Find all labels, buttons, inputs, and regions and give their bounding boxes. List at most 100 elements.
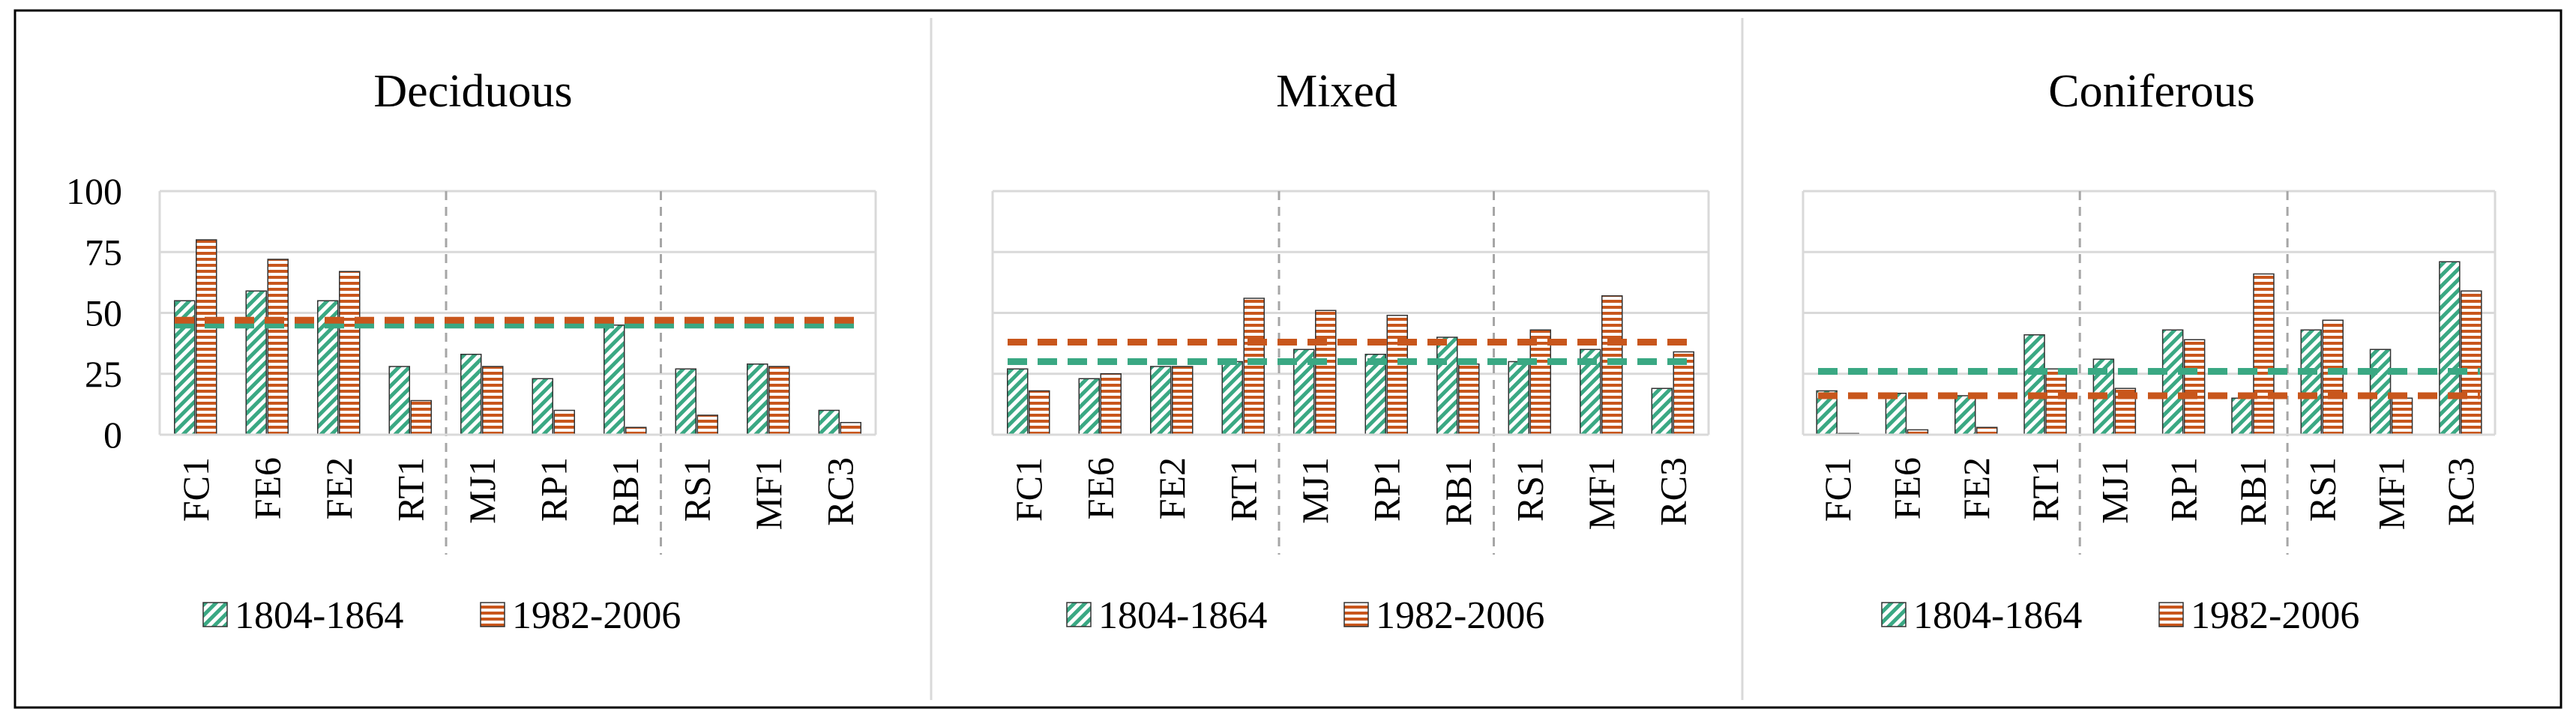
- panels: Deciduous 0 25 50 75 100 FC1 FE6 FE2 RT1 MJ1 RP1 RB1…: [66, 18, 2497, 700]
- bar-series1-mf1: [2369, 349, 2392, 435]
- chart-panel-coniferous: Coniferous FC1 FE6 FE2 RT1 MJ1 RP1 RB1 RS1 MF1 RC3…: [1802, 66, 2497, 637]
- legend-label: 1804-1864: [235, 594, 403, 637]
- bar-series2-rp1: [1386, 315, 1408, 435]
- bar-series2-rt1: [2045, 368, 2067, 435]
- bar-series2-mj1: [1315, 310, 1337, 435]
- bar-series2-mf1: [2391, 397, 2413, 435]
- bar-series1-mf1: [747, 363, 768, 435]
- legend-swatch-series2: [480, 602, 505, 627]
- y-tick-label: 100: [66, 170, 122, 212]
- x-tick-label: RT1: [2024, 457, 2066, 522]
- x-tick-label: RC3: [1652, 457, 1694, 526]
- chart-title: Mixed: [1276, 66, 1397, 117]
- bar-series1-fe6: [1885, 393, 1907, 435]
- x-tick-label: MF1: [2371, 457, 2413, 530]
- bar-series2-mj1: [482, 366, 504, 435]
- legend-swatch-series1: [202, 602, 228, 627]
- bar-series2-rp1: [2183, 339, 2206, 435]
- x-tick-label: MF1: [747, 457, 789, 530]
- bar-series1-rs1: [675, 368, 696, 435]
- bar-series1-fc1: [1007, 368, 1029, 435]
- x-tick-label: RS1: [1508, 457, 1550, 522]
- bar-series1-rc3: [1651, 387, 1673, 435]
- bar-series2-fe2: [1172, 366, 1194, 435]
- bar-series2-rs1: [2322, 319, 2344, 435]
- x-tick-label: RP1: [1365, 457, 1407, 522]
- chart-panel-deciduous: Deciduous 0 25 50 75 100 FC1 FE6 FE2 RT1 MJ1 RP1 RB1…: [66, 66, 877, 637]
- x-tick-label: FE6: [1079, 457, 1121, 519]
- x-tick-label: RT1: [1222, 457, 1264, 522]
- y-tick-label: 0: [103, 414, 122, 456]
- bar-series2-rs1: [696, 414, 718, 435]
- bar-series2-rt1: [410, 399, 432, 435]
- x-tick-label: RB1: [604, 457, 646, 526]
- x-tick-label: FE2: [1151, 457, 1193, 519]
- bar-series2-rb1: [1458, 363, 1480, 435]
- x-tick-label: RC3: [819, 457, 861, 526]
- legend-swatch-series1: [1066, 602, 1092, 627]
- y-tick-label: 25: [85, 353, 122, 395]
- bar-series1-rs1: [2300, 329, 2322, 435]
- x-tick-label: RB1: [2232, 457, 2274, 526]
- legend: 1804-1864 1982-2006: [1066, 594, 1544, 637]
- x-tick-label: FE6: [246, 457, 288, 519]
- bar-series1-rb1: [1436, 337, 1458, 435]
- x-tick-label: RP1: [532, 457, 574, 522]
- bar-series2-mf1: [1601, 295, 1623, 435]
- x-tick-label: RB1: [1437, 457, 1479, 526]
- x-tick-label: MJ1: [461, 457, 503, 524]
- x-tick-label: FC1: [175, 457, 217, 522]
- bar-series1-fe6: [1078, 378, 1100, 435]
- bar-series1-rc3: [2439, 261, 2461, 435]
- legend-label: 1982-2006: [512, 594, 681, 637]
- x-tick-label: FE6: [1886, 457, 1928, 519]
- bar-series1-fe6: [245, 290, 267, 435]
- legend-label: 1804-1864: [1098, 594, 1267, 637]
- x-tick-label: RC3: [2440, 457, 2482, 526]
- chart-panel-mixed: Mixed FC1 FE6 FE2 RT1 MJ1 RP1 RB1 RS1 MF1 RC3 1804-…: [991, 66, 1710, 637]
- bar-series1-rc3: [818, 409, 840, 435]
- x-tick-label: MJ1: [1294, 457, 1336, 524]
- bar-series2-rp1: [553, 409, 575, 435]
- x-tick-label: RT1: [389, 457, 431, 522]
- bar-series2-fe2: [339, 271, 361, 435]
- legend-swatch-series2: [1343, 602, 1369, 627]
- bar-series1-fe2: [1150, 366, 1172, 435]
- bar-series2-fe6: [1100, 373, 1122, 435]
- legend-label: 1982-2006: [2191, 594, 2359, 637]
- bar-series2-rc3: [1673, 351, 1694, 435]
- bar-series2-rb1: [2253, 273, 2275, 435]
- x-tick-label: FE2: [318, 457, 360, 519]
- legend-label: 1982-2006: [1376, 594, 1544, 637]
- bar-series1-mj1: [460, 354, 482, 435]
- x-tick-label: MJ1: [2093, 457, 2135, 524]
- y-tick-label: 50: [85, 292, 122, 334]
- bar-series1-rt1: [1221, 360, 1243, 435]
- bar-series1-rt1: [388, 366, 410, 435]
- legend-swatch-series2: [2158, 602, 2184, 627]
- legend-swatch-series1: [1881, 602, 1907, 627]
- x-tick-label: FC1: [1817, 457, 1859, 522]
- bar-series2-mf1: [768, 366, 790, 435]
- x-tick-label: MF1: [1580, 457, 1622, 530]
- x-tick-label: FC1: [1008, 457, 1050, 522]
- bar-series1-rs1: [1508, 360, 1529, 435]
- legend: 1804-1864 1982-2006: [1881, 594, 2359, 637]
- bar-series2-rs1: [1529, 329, 1551, 435]
- bar-series1-rp1: [532, 378, 553, 435]
- bar-series1-fe2: [1954, 395, 1976, 435]
- bar-series2-rc3: [840, 422, 861, 435]
- bar-series1-rb1: [604, 325, 625, 435]
- bar-series2-fc1: [196, 239, 217, 435]
- x-tick-label: RP1: [2163, 457, 2205, 522]
- legend: 1804-1864 1982-2006: [202, 594, 681, 637]
- chart-title: Coniferous: [2048, 66, 2255, 117]
- x-tick-label: RS1: [675, 457, 717, 522]
- bar-series2-fc1: [1029, 390, 1050, 435]
- bar-series1-rp1: [1364, 354, 1386, 435]
- y-tick-label: 75: [85, 231, 122, 273]
- bar-series2-fe6: [267, 259, 289, 435]
- bar-series2-rt1: [1243, 298, 1265, 435]
- bar-series1-rb1: [2231, 397, 2253, 435]
